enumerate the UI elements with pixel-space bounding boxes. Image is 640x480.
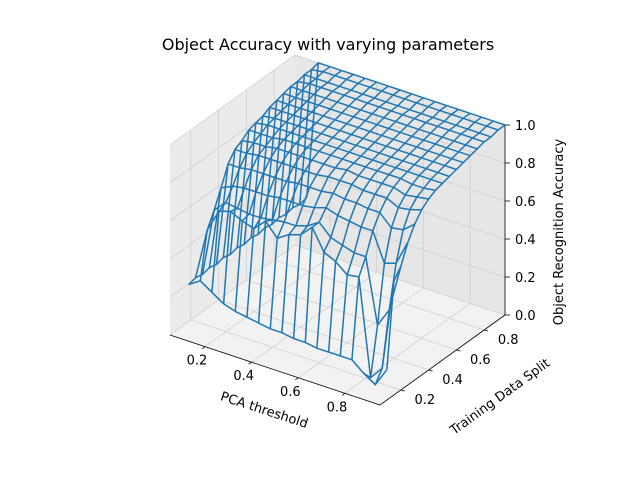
surface-line-x [351,112,471,360]
surface-line-y [236,129,436,248]
surface-line-y [257,106,457,235]
surface-line-x [339,108,459,356]
x-tick [201,346,206,349]
y-tick-label: 0.2 [414,393,435,408]
surface-line-x [327,104,448,353]
surface-line-x [257,81,378,324]
x-tick-label: 0.4 [233,369,254,384]
surface-line-x [386,124,506,370]
z-tick-label: 1.0 [515,119,536,134]
z-gridline [169,130,506,222]
y-tick [400,389,405,392]
axis-ticks: 0.2 0.4 0.6 0.8 0.2 0.4 0.6 0.8 0.0 0.2 0.4 0.6 0.8 1… [187,119,536,415]
surface-line-x [292,93,413,339]
axis-panes [170,55,505,405]
surface-line-y [208,185,409,268]
floor-pane [170,245,505,405]
surface-line-y [194,210,395,379]
x-tick [341,393,346,396]
z-tick-label: 0.2 [515,271,536,286]
surface-line-x [188,197,308,286]
z-tick-label: 0.6 [515,195,536,210]
surface-wireframe [188,62,506,386]
z-axis-label: Object Recognition Accuracy [552,138,567,325]
y-axis-label: Training Data Split [447,356,553,439]
surface-line-y [285,80,485,215]
surface-line-y [298,68,499,205]
x-tick-label: 0.6 [280,385,301,400]
surface-line-y [188,280,388,386]
surface-line-y [292,73,492,208]
z-gridline [169,244,506,336]
y-tick [456,349,461,352]
surface-line-x [316,101,436,349]
y-tick [428,369,433,372]
surface-line-y [264,99,464,228]
z-tick-label: 0.8 [515,157,536,172]
surface-line-y [201,201,402,326]
surface-line-y [222,148,422,258]
surface-line-y [250,115,450,238]
x-tick [295,377,299,381]
surface-line-x [304,97,424,343]
x-tick-label: 0.2 [187,354,208,369]
z-gridline [169,168,506,260]
surface-line-x [374,120,494,385]
surface-line-y [271,92,471,225]
surface-line-y [243,122,443,245]
z-tick-label: 0.0 [515,309,536,324]
surface-line-y [215,163,416,265]
chart-title: Object Accuracy with varying parameters [162,35,494,54]
surface-line-x [269,85,389,329]
z-gridline [169,92,506,184]
x-tick-label: 0.8 [327,400,348,415]
surface-line-x [363,116,483,379]
surface-line-y [278,85,478,218]
surface-line-y [229,139,429,255]
surface-line-y [305,62,506,198]
z-tick-label: 0.4 [515,233,536,248]
y-tick-label: 0.6 [470,353,491,368]
y-tick-label: 0.8 [498,333,519,348]
back-pane [295,55,505,315]
y-tick-label: 0.4 [442,373,463,388]
x-tick [248,361,252,365]
y-tick [484,329,489,332]
surface-line-x [281,89,401,333]
